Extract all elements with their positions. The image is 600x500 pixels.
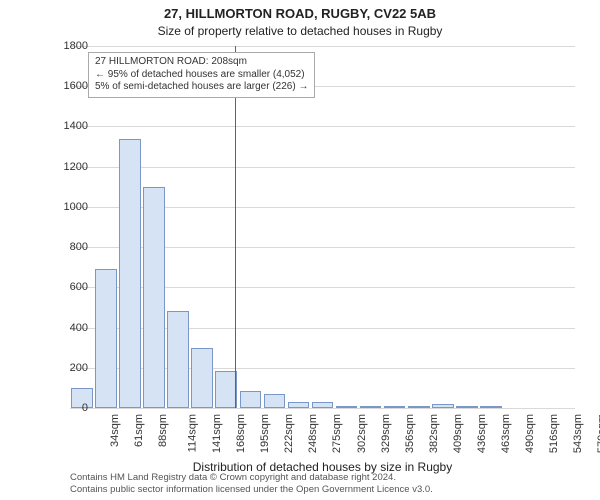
x-tick-label: 61sqm <box>133 414 145 447</box>
chart-subtitle: Size of property relative to detached ho… <box>0 24 600 38</box>
y-tick-label: 800 <box>48 241 88 253</box>
histogram-bar <box>264 394 286 408</box>
histogram-bar <box>432 404 454 408</box>
histogram-bar <box>167 311 189 408</box>
histogram-bar <box>480 406 502 408</box>
histogram-bar <box>312 402 334 408</box>
histogram-bar <box>408 406 430 408</box>
y-tick-label: 400 <box>48 322 88 334</box>
histogram-bar <box>360 406 382 408</box>
y-tick-label: 1800 <box>48 40 88 52</box>
grid-line <box>70 167 575 168</box>
plot-area: 27 HILLMORTON ROAD: 208sqm← 95% of detac… <box>70 46 575 408</box>
x-tick-label: 382sqm <box>428 414 440 453</box>
attribution-line-2: Contains public sector information licen… <box>70 484 433 496</box>
x-tick-label: 436sqm <box>476 414 488 453</box>
x-tick-label: 490sqm <box>524 414 536 453</box>
histogram-bar <box>95 269 117 408</box>
marker-line <box>235 46 236 408</box>
histogram-bar <box>336 406 358 408</box>
histogram-bar <box>119 139 141 408</box>
y-tick-label: 1600 <box>48 80 88 92</box>
chart-title: 27, HILLMORTON ROAD, RUGBY, CV22 5AB <box>0 6 600 21</box>
x-tick-label: 195sqm <box>259 414 271 453</box>
x-tick-label: 114sqm <box>186 414 198 452</box>
x-tick-label: 248sqm <box>308 414 320 453</box>
x-tick-label: 34sqm <box>109 414 121 447</box>
x-tick-label: 543sqm <box>572 414 584 453</box>
histogram-bar <box>456 406 478 408</box>
grid-line <box>70 46 575 47</box>
attribution-line-1: Contains HM Land Registry data © Crown c… <box>70 472 433 484</box>
histogram-bar <box>384 406 406 408</box>
histogram-bar <box>143 187 165 408</box>
x-tick-label: 302sqm <box>356 414 368 453</box>
y-tick-label: 0 <box>48 402 88 414</box>
y-tick-label: 600 <box>48 281 88 293</box>
histogram-bar <box>288 402 310 408</box>
y-tick-label: 200 <box>48 362 88 374</box>
x-tick-label: 463sqm <box>500 414 512 453</box>
annotation-box: 27 HILLMORTON ROAD: 208sqm← 95% of detac… <box>88 52 315 98</box>
annotation-line: ← 95% of detached houses are smaller (4,… <box>95 69 308 82</box>
histogram-bar <box>191 348 213 408</box>
x-tick-label: 275sqm <box>332 414 344 453</box>
y-tick-label: 1400 <box>48 120 88 132</box>
x-tick-label: 570sqm <box>596 414 600 453</box>
grid-line <box>70 126 575 127</box>
y-tick-label: 1200 <box>48 161 88 173</box>
x-tick-label: 141sqm <box>211 414 223 453</box>
x-tick-label: 516sqm <box>548 414 560 453</box>
x-tick-label: 356sqm <box>404 414 416 453</box>
x-tick-label: 222sqm <box>283 414 295 453</box>
x-tick-label: 88sqm <box>157 414 169 447</box>
x-tick-label: 168sqm <box>235 414 247 453</box>
annotation-line: 27 HILLMORTON ROAD: 208sqm <box>95 56 308 69</box>
histogram-bar <box>240 391 262 408</box>
annotation-line: 5% of semi-detached houses are larger (2… <box>95 81 308 94</box>
x-tick-label: 329sqm <box>380 414 392 453</box>
attribution-text: Contains HM Land Registry data © Crown c… <box>70 472 433 496</box>
x-tick-label: 409sqm <box>452 414 464 453</box>
y-tick-label: 1000 <box>48 201 88 213</box>
grid-line <box>70 408 575 409</box>
